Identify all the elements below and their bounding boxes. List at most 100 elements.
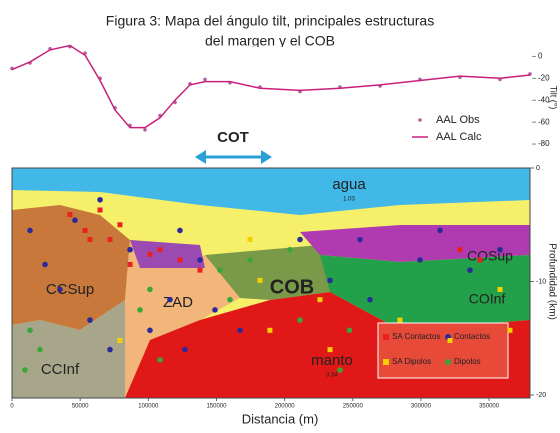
y-tick-label: 0 [536,165,540,172]
x-axis-label: Distancia (m) [242,411,319,426]
legend-label: Contactos [454,332,490,341]
scatter-point [437,227,443,234]
y-tick-label: -80 [538,139,550,148]
scatter-point [57,286,63,293]
title: Figura 3: Mapa del ángulo tilt, principa… [106,13,434,29]
annotation: 3.34 [326,373,338,379]
layer-ccinf [12,300,125,398]
annotation: COB [270,276,314,298]
scatter-point [247,237,253,243]
y-tick-label: -60 [538,117,550,126]
layer-ccsup [12,205,130,330]
y-tick-label: 0 [538,52,543,61]
profile-point [143,128,147,132]
subtitle: del margen y el COB [205,33,335,49]
layer-zad [125,240,245,398]
legend-label: SA Dipolos [392,357,431,366]
scatter-point [67,212,73,218]
layer-zad-top [130,240,205,268]
scatter-point [147,327,153,334]
scatter-point [82,227,88,233]
layer-cob [205,245,330,300]
scatter-point [497,286,503,292]
legend-swatch [418,118,422,122]
section-layers [11,167,531,399]
scatter-point [457,247,463,253]
scatter-point [97,196,103,203]
legend-swatch [445,359,451,365]
scatter-point [287,246,293,253]
y-tick-label: -20 [538,73,550,82]
x-tick-label: 200000 [275,404,296,410]
scatter-point [87,317,93,323]
profile-line [11,44,531,129]
annotation: ZAD [163,294,193,311]
scatter-point [27,227,33,234]
scatter-point [317,297,323,303]
scatter-point [197,267,203,273]
scatter-point [327,277,333,284]
scatter-point [217,267,223,273]
scatter-point [257,277,263,283]
scatter-point [147,251,153,257]
annotation: COSup [467,248,513,264]
scatter-point [227,296,233,303]
scatter-point [197,257,203,263]
scatter-point [237,327,243,334]
scatter-point [27,327,33,334]
scatter-point [117,338,123,344]
scatter-point [117,222,123,228]
scatter-point [212,307,218,313]
section-frame [11,167,531,399]
title-mask [0,47,560,57]
scatter-point [467,267,473,273]
scatter-point [107,346,113,353]
x-tick-label: 300000 [411,404,432,410]
scatter-point [297,236,303,243]
profile-point [203,77,207,82]
scatter-point [177,227,183,234]
scatter-point [72,217,78,224]
x-tick-label: 350000 [479,404,500,410]
scatter-point [357,236,363,243]
scatter-point [507,327,513,333]
scatter-point [127,246,133,253]
cot-arrow [195,150,272,164]
legend-swatch [383,359,389,365]
scatter-point [137,307,143,313]
scatter-point [447,338,453,344]
scatter-point [42,261,48,268]
scatter-point [37,346,43,353]
scatter-point [247,257,253,263]
scatter-point [337,367,343,373]
scatter-point [177,257,183,263]
layer-cosup [300,225,530,262]
scatter-point [397,317,403,323]
legend-label: SA Contactos [392,332,440,341]
scatter-point [327,347,333,353]
legend-swatch [383,334,389,340]
x-tick-label: 0 [10,404,14,410]
x-tick-label: 50000 [72,404,89,410]
scatter-point [157,247,163,253]
y-tick-label: -40 [538,95,550,104]
scatter-point [297,317,303,323]
y-tick-label: -20 [536,392,546,399]
scatter-point [477,257,483,263]
annotation: COT [217,129,249,146]
legend-label: AAL Calc [436,131,482,143]
annotation: manto [311,352,353,369]
scatter-point [497,246,503,253]
scatter-point [267,327,273,333]
scatter-point [127,261,133,267]
scatter-point [87,237,93,243]
y-tick-label: -10 [536,278,546,285]
y-axis-label: Profundidad (km) [546,243,557,320]
scatter-point [167,296,173,303]
legend-box [377,322,509,379]
scatter-point [417,257,423,263]
y-axis-label: Tilt (°) [549,86,559,110]
legend-label: AAL Obs [436,114,480,126]
scatter-point [346,327,353,334]
